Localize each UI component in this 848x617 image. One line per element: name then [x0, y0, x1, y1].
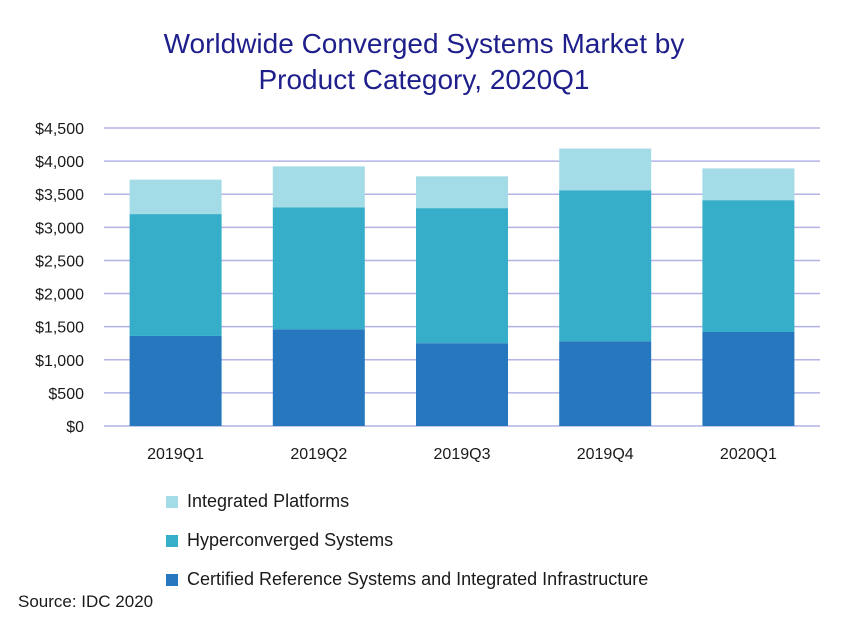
y-tick-label: $500 — [48, 386, 84, 403]
legend-item-integrated-platforms: Integrated Platforms — [166, 482, 648, 521]
x-tick-label: 2020Q1 — [720, 446, 777, 463]
legend-swatch-certified-reference — [166, 573, 178, 586]
bar-segment — [129, 179, 222, 215]
y-axis: $0 $500 $1,000 $1,500 $2,000 $2,500 $3,000 $3,5… — [35, 121, 84, 436]
bar-segment — [129, 214, 222, 336]
y-tick-label: $4,500 — [35, 121, 84, 138]
bar-segment — [272, 166, 365, 208]
bar-segment — [702, 331, 795, 426]
bars — [129, 148, 795, 426]
bar-segment — [416, 343, 508, 426]
bar-segment — [559, 190, 652, 342]
y-tick-label: $3,000 — [35, 220, 84, 237]
y-tick-label: $0 — [66, 419, 84, 436]
x-axis: 2019Q1 2019Q2 2019Q3 2019Q4 2020Q1 — [147, 446, 777, 463]
y-tick-label: $2,000 — [35, 287, 84, 304]
bar-segment — [272, 207, 365, 330]
y-tick-label: $3,500 — [35, 187, 84, 204]
bar-segment — [702, 168, 795, 201]
y-tick-label: $1,500 — [35, 320, 84, 337]
legend-swatch-hyperconverged-systems — [166, 534, 178, 547]
y-tick-label: $2,500 — [35, 253, 84, 270]
chart-title-line-2: Product Category, 2020Q1 — [258, 64, 590, 95]
chart-title-line-1: Worldwide Converged Systems Market by — [163, 28, 685, 59]
legend-item-hyperconverged-systems: Hyperconverged Systems — [166, 521, 648, 560]
bar-segment — [416, 208, 508, 344]
bar-segment — [559, 341, 652, 426]
x-tick-label: 2019Q2 — [290, 446, 347, 463]
legend-label-certified-reference: Certified Reference Systems and Integrat… — [187, 569, 649, 589]
bar-segment — [272, 329, 365, 426]
y-tick-label: $4,000 — [35, 154, 84, 171]
bar-segment — [702, 200, 795, 332]
x-tick-label: 2019Q3 — [434, 446, 491, 463]
source-note: Source: IDC 2020 — [18, 592, 154, 611]
bar-segment — [129, 335, 222, 426]
chart-title: Worldwide Converged Systems Market by Pr… — [0, 26, 848, 98]
legend-label-hyperconverged-systems: Hyperconverged Systems — [187, 530, 394, 550]
y-tick-label: $1,000 — [35, 353, 84, 370]
bar-segment — [559, 148, 652, 191]
legend-item-certified-reference: Certified Reference Systems and Integrat… — [166, 560, 648, 599]
legend-label-integrated-platforms: Integrated Platforms — [187, 491, 350, 511]
bar-segment — [416, 176, 508, 209]
x-tick-label: 2019Q4 — [577, 446, 634, 463]
x-tick-label: 2019Q1 — [147, 446, 204, 463]
legend-swatch-integrated-platforms — [166, 495, 178, 508]
legend: Integrated Platforms Hyperconverged Syst… — [166, 482, 648, 599]
